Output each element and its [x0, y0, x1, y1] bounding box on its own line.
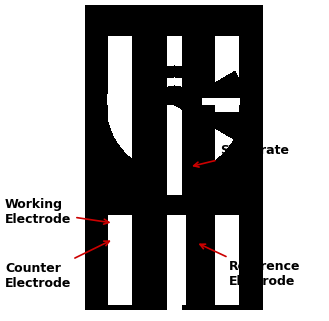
Text: Substrate: Substrate [194, 144, 290, 167]
Text: Counter
Electrode: Counter Electrode [5, 241, 109, 290]
Text: Working
Electrode: Working Electrode [5, 198, 109, 226]
Text: Reference
Electrode: Reference Electrode [200, 244, 300, 289]
